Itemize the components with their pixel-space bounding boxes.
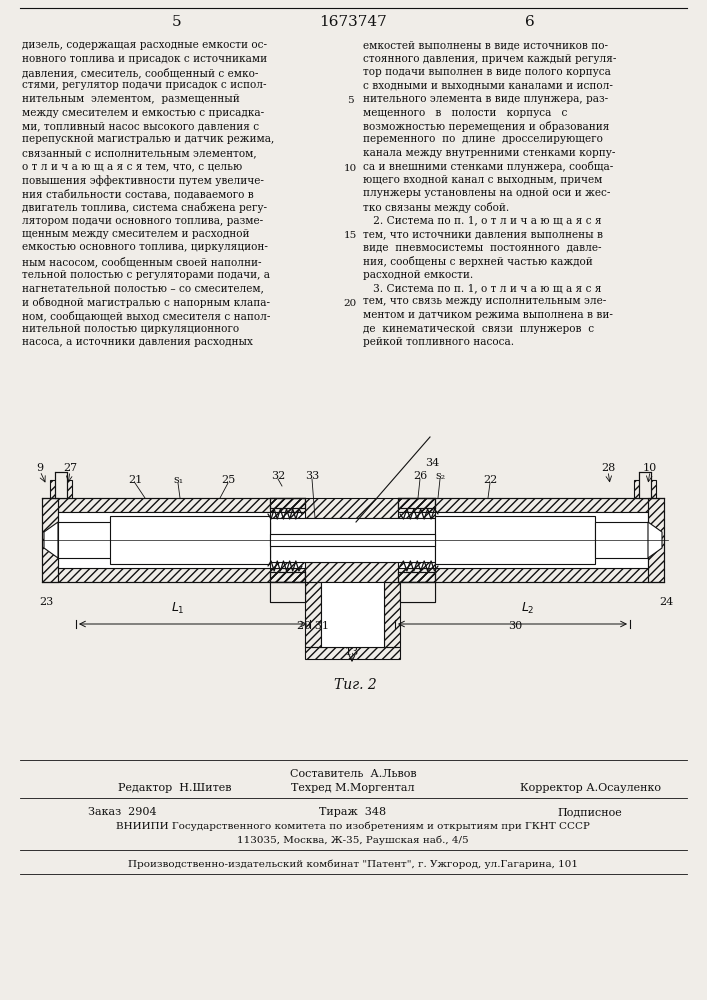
Text: 33: 33	[305, 471, 319, 481]
Text: Подписное: Подписное	[558, 807, 622, 817]
Text: 30: 30	[508, 621, 522, 631]
Text: 10: 10	[344, 164, 356, 173]
Text: 22: 22	[483, 475, 497, 485]
Text: Τиг. 2: Τиг. 2	[334, 678, 376, 692]
Bar	[58, 512, 305, 568]
Text: нительным  элементом,  размещенный: нительным элементом, размещенный	[22, 94, 240, 104]
Text: ния, сообщены с верхней частью каждой: ния, сообщены с верхней частью каждой	[363, 256, 592, 267]
Text: и обводной магистралью с напорным клапа-: и обводной магистралью с напорным клапа-	[22, 296, 270, 308]
Bar	[321, 582, 384, 647]
Text: 24: 24	[659, 597, 673, 607]
Text: ВНИИПИ Государственного комитета по изобретениям и открытиям при ГКНТ СССР: ВНИИПИ Государственного комитета по изоб…	[116, 821, 590, 831]
Text: связанный с исполнительным элементом,: связанный с исполнительным элементом,	[22, 148, 257, 158]
Text: $L_1$: $L_1$	[171, 601, 185, 616]
Bar	[270, 582, 305, 602]
Text: 32: 32	[271, 471, 285, 481]
Text: о т л и ч а ю щ а я с я тем, что, с целью: о т л и ч а ю щ а я с я тем, что, с цель…	[22, 161, 243, 172]
Text: нительной полостью циркуляционного: нительной полостью циркуляционного	[22, 324, 239, 334]
Text: щенным между смесителем и расходной: щенным между смесителем и расходной	[22, 229, 250, 239]
Text: 25: 25	[221, 475, 235, 485]
Text: лятором подачи основного топлива, разме-: лятором подачи основного топлива, разме-	[22, 216, 263, 226]
Text: плунжеры установлены на одной оси и жес-: плунжеры установлены на одной оси и жес-	[363, 188, 610, 198]
Text: 26: 26	[413, 471, 427, 481]
Text: 113035, Москва, Ж-35, Раушская наб., 4/5: 113035, Москва, Ж-35, Раушская наб., 4/5	[237, 835, 469, 845]
Text: Производственно-издательский комбинат "Патент", г. Ужгород, ул.Гагарина, 101: Производственно-издательский комбинат "П…	[128, 859, 578, 869]
Bar	[110, 516, 270, 564]
Text: 27: 27	[63, 463, 77, 473]
Text: тельной полостью с регуляторами подачи, а: тельной полостью с регуляторами подачи, …	[22, 269, 270, 279]
Text: стоянного давления, причем каждый регуля-: стоянного давления, причем каждый регуля…	[363, 53, 617, 64]
Text: стями, регулятор подачи присадок с испол-: стями, регулятор подачи присадок с испол…	[22, 81, 267, 91]
Bar	[58, 522, 270, 558]
Text: 2. Система по п. 1, о т л и ч а ю щ а я с я: 2. Система по п. 1, о т л и ч а ю щ а я …	[363, 216, 602, 226]
Text: са и внешними стенками плунжера, сообща-: са и внешними стенками плунжера, сообща-	[363, 161, 613, 172]
Text: Корректор А.Осауленко: Корректор А.Осауленко	[520, 783, 660, 793]
Text: переменного  по  длине  дросселирующего: переменного по длине дросселирующего	[363, 134, 603, 144]
Text: расходной емкости.: расходной емкости.	[363, 269, 473, 279]
Text: 34: 34	[425, 458, 439, 468]
Text: де  кинематической  связи  плунжеров  с: де кинематической связи плунжеров с	[363, 324, 594, 334]
Text: Тираж  348: Тираж 348	[320, 807, 387, 817]
Text: нительного элемента в виде плунжера, раз-: нительного элемента в виде плунжера, раз…	[363, 94, 608, 104]
Text: s₁: s₁	[173, 475, 183, 485]
Text: 10: 10	[643, 463, 657, 473]
Text: перепускной магистралью и датчик режима,: перепускной магистралью и датчик режима,	[22, 134, 274, 144]
Text: 28: 28	[601, 463, 615, 473]
Text: емкостей выполнены в виде источников по-: емкостей выполнены в виде источников по-	[363, 40, 608, 50]
Text: s₂: s₂	[435, 471, 445, 481]
Text: нагнетательной полостью – со смесителем,: нагнетательной полостью – со смесителем,	[22, 283, 264, 293]
Text: Редактор  Н.Шитев: Редактор Н.Шитев	[118, 783, 231, 793]
Bar	[55, 472, 67, 498]
Text: виде  пневмосистемы  постоянного  давле-: виде пневмосистемы постоянного давле-	[363, 242, 602, 252]
Text: 6: 6	[525, 15, 535, 29]
Text: 21: 21	[128, 475, 142, 485]
Text: Техред М.Моргентал: Техред М.Моргентал	[291, 783, 415, 793]
Text: ния стабильности состава, подаваемого в: ния стабильности состава, подаваемого в	[22, 188, 254, 199]
Text: повышения эффективности путем увеличе-: повышения эффективности путем увеличе-	[22, 175, 264, 186]
Text: канала между внутренними стенками корпу-: канала между внутренними стенками корпу-	[363, 148, 615, 158]
Bar	[270, 518, 435, 562]
Text: 5: 5	[346, 96, 354, 105]
Text: тко связаны между собой.: тко связаны между собой.	[363, 202, 509, 213]
Text: Заказ  2904: Заказ 2904	[88, 807, 157, 817]
Polygon shape	[44, 522, 58, 558]
Text: емкостью основного топлива, циркуляцион-: емкостью основного топлива, циркуляцион-	[22, 242, 268, 252]
Text: давления, смеситель, сообщенный с емко-: давления, смеситель, сообщенный с емко-	[22, 67, 258, 78]
Text: Составитель  А.Львов: Составитель А.Львов	[290, 769, 416, 779]
Text: 29 31: 29 31	[297, 621, 329, 631]
Bar	[398, 512, 648, 568]
Text: рейкой топливного насоса.: рейкой топливного насоса.	[363, 337, 514, 347]
Bar	[270, 534, 435, 546]
Text: 23: 23	[39, 597, 53, 607]
Text: ментом и датчиком режима выполнена в ви-: ментом и датчиком режима выполнена в ви-	[363, 310, 613, 320]
Bar	[400, 582, 435, 602]
Text: 15: 15	[344, 231, 356, 240]
Text: возможностью перемещения и образования: возможностью перемещения и образования	[363, 121, 609, 132]
Text: 1673747: 1673747	[319, 15, 387, 29]
Text: тем, что связь между исполнительным эле-: тем, что связь между исполнительным эле-	[363, 296, 606, 306]
Bar	[595, 522, 648, 558]
Text: двигатель топлива, система снабжена регу-: двигатель топлива, система снабжена регу…	[22, 202, 267, 213]
Text: $L_2$: $L_2$	[521, 601, 534, 616]
Text: ми, топливный насос высокого давления с: ми, топливный насос высокого давления с	[22, 121, 259, 131]
Text: тор подачи выполнен в виде полого корпуса: тор подачи выполнен в виде полого корпус…	[363, 67, 611, 77]
Text: 13: 13	[345, 647, 359, 657]
Text: насоса, а источники давления расходных: насоса, а источники давления расходных	[22, 337, 253, 347]
Text: дизель, содержащая расходные емкости ос-: дизель, содержащая расходные емкости ос-	[22, 40, 267, 50]
Text: мещенного   в   полости   корпуса   с: мещенного в полости корпуса с	[363, 107, 568, 117]
Text: 3. Система по п. 1, о т л и ч а ю щ а я с я: 3. Система по п. 1, о т л и ч а ю щ а я …	[363, 283, 602, 293]
Text: 20: 20	[344, 299, 356, 308]
Text: ным насосом, сообщенным своей наполни-: ным насосом, сообщенным своей наполни-	[22, 256, 262, 267]
Text: 9: 9	[37, 463, 44, 473]
Text: новного топлива и присадок с источниками: новного топлива и присадок с источниками	[22, 53, 267, 64]
Text: между смесителем и емкостью с присадка-: между смесителем и емкостью с присадка-	[22, 107, 264, 117]
Bar	[639, 472, 651, 498]
Text: тем, что источники давления выполнены в: тем, что источники давления выполнены в	[363, 229, 603, 239]
Text: 5: 5	[173, 15, 182, 29]
Text: ном, сообщающей выход смесителя с напол-: ном, сообщающей выход смесителя с напол-	[22, 310, 270, 321]
Bar	[435, 516, 595, 564]
Text: ющего входной канал с выходным, причем: ющего входной канал с выходным, причем	[363, 175, 602, 185]
Polygon shape	[648, 522, 662, 558]
Text: с входными и выходными каналами и испол-: с входными и выходными каналами и испол-	[363, 81, 613, 91]
